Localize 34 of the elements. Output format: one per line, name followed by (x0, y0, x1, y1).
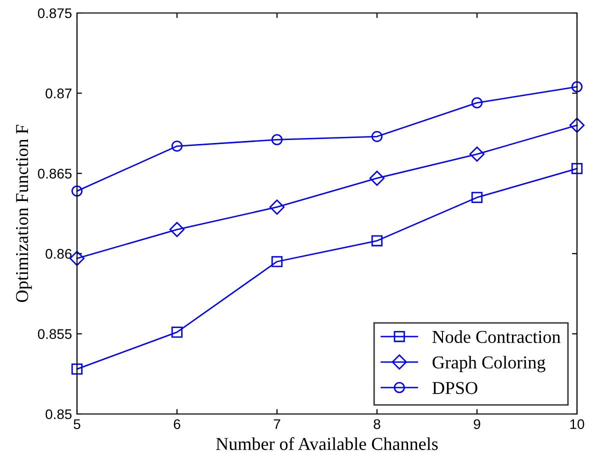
x-axis-title: Number of Available Channels (216, 437, 438, 450)
point (271, 134, 283, 146)
x-tick-label: 5 (74, 419, 80, 430)
y-tick-label: 0.865 (38, 168, 72, 179)
point (169, 222, 185, 238)
y-tick-label: 0.86 (46, 248, 72, 259)
x-tick-label: 9 (474, 419, 480, 430)
point (571, 163, 583, 174)
y-tick-label: 0.875 (38, 8, 72, 18)
legend-label: DPSO (432, 382, 478, 394)
point (171, 326, 183, 338)
x-tick-label: 8 (374, 419, 380, 430)
y-tick-label: 0.855 (38, 329, 72, 339)
legend-label: Graph Coloring (432, 356, 546, 372)
point (471, 97, 483, 108)
y-axis-title: Optimization Function F (16, 124, 32, 302)
x-tick-label: 10 (570, 419, 584, 430)
point (471, 192, 483, 204)
x-tick-label: 6 (174, 419, 180, 430)
point (571, 81, 583, 92)
point (371, 235, 383, 246)
point (371, 130, 383, 142)
y-tick-label: 0.87 (46, 88, 72, 98)
legend-label: Node Contraction (432, 330, 560, 344)
point (269, 200, 285, 215)
point (569, 118, 585, 133)
point (271, 256, 283, 268)
point (469, 146, 485, 162)
x-tick-label: 7 (274, 419, 280, 429)
point (71, 364, 83, 375)
point (171, 140, 183, 152)
point (71, 185, 83, 197)
y-tick-label: 0.85 (46, 409, 72, 420)
point (369, 170, 385, 186)
